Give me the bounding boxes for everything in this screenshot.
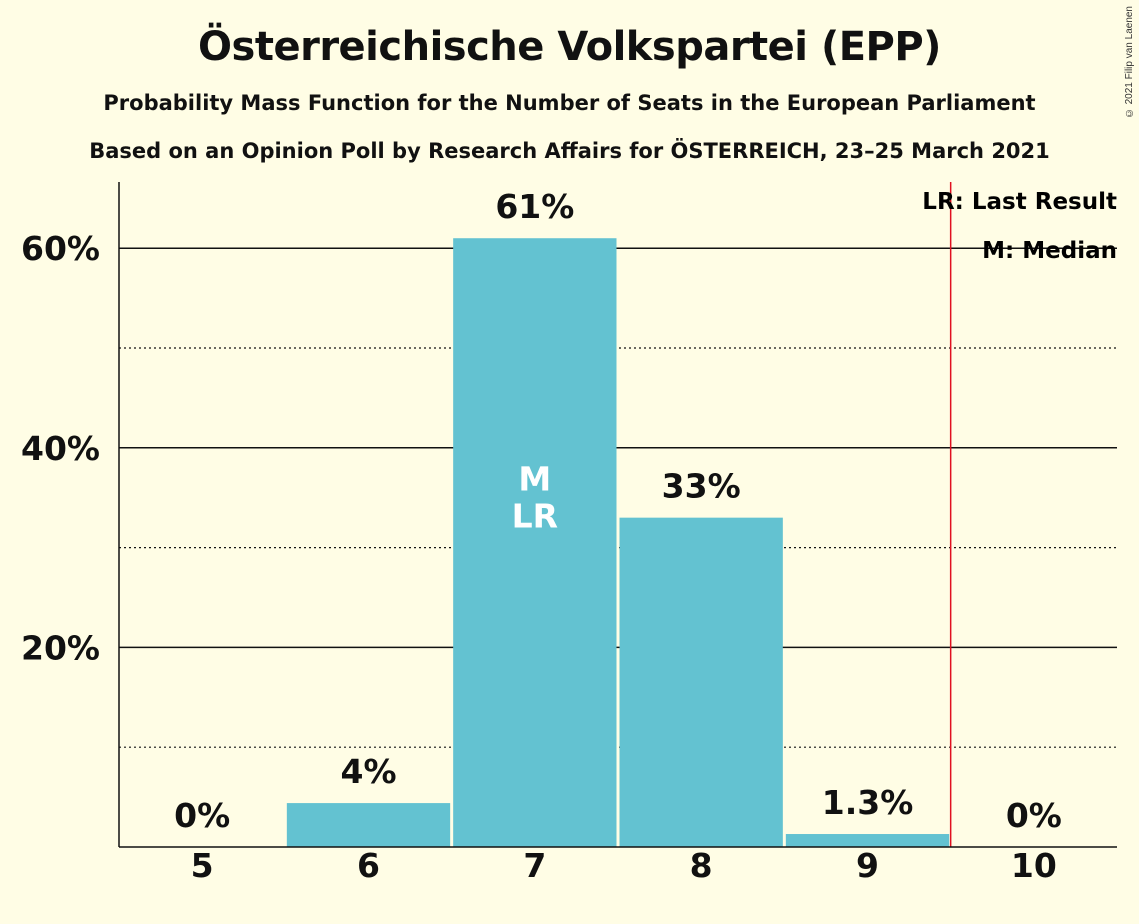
bar-seats-6 [286, 803, 451, 847]
median-marker: M [518, 460, 551, 499]
x-tick-label: 10 [1011, 846, 1057, 885]
chart-title: Österreichische Volkspartei (EPP) [198, 24, 941, 70]
x-tick-label: 5 [191, 846, 214, 885]
value-label: 4% [340, 752, 396, 791]
y-tick-label: 40% [21, 429, 100, 468]
value-labels: 0% 4% 61% 33% 1.3% 0% MLR [174, 187, 1062, 835]
legend-median: M: Median [982, 238, 1117, 264]
value-label: 0% [1006, 796, 1062, 835]
chart-subtitle-source: Based on an Opinion Poll by Research Aff… [89, 139, 1050, 163]
grid-lines [119, 247, 1117, 748]
value-label: 33% [662, 467, 741, 506]
y-tick-label: 20% [21, 628, 100, 667]
value-label: 1.3% [822, 783, 914, 822]
bar-seats-8 [619, 517, 783, 847]
axes: 20% 40% 60% 5 6 7 8 9 10 [21, 182, 1117, 885]
legend-last-result: LR: Last Result [922, 189, 1117, 215]
x-tick-label: 6 [357, 846, 380, 885]
bar-seats-7 [453, 238, 617, 848]
chart-subtitle-method: Probability Mass Function for the Number… [103, 91, 1036, 115]
y-tick-label: 60% [21, 229, 100, 268]
x-tick-label: 8 [690, 846, 713, 885]
bar-seats-9 [785, 834, 950, 847]
value-label: 0% [174, 796, 230, 835]
bars [286, 238, 950, 848]
x-tick-label: 7 [523, 846, 546, 885]
x-tick-label: 9 [856, 846, 879, 885]
value-label: 61% [495, 187, 574, 226]
legend: LR: Last Result M: Median [922, 189, 1117, 264]
last-result-marker: LR [512, 497, 558, 536]
